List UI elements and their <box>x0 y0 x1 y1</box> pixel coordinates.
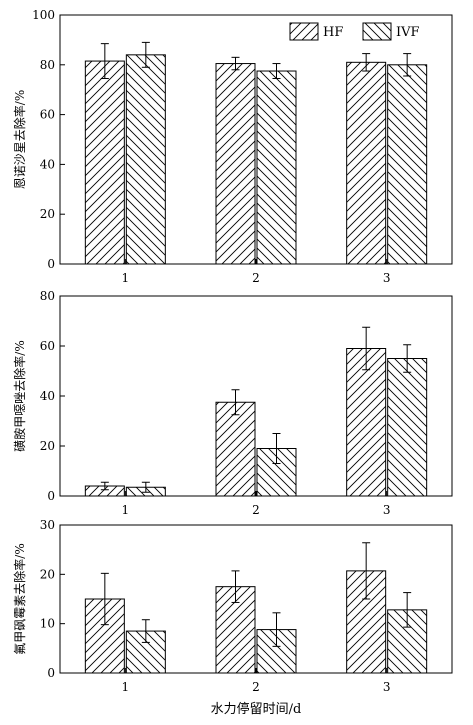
legend: HF IVF <box>289 22 420 41</box>
y-tick-label: 20 <box>40 207 55 221</box>
y-tick-label: 0 <box>47 257 55 271</box>
y-tick-label: 0 <box>47 666 55 680</box>
x-tick-label: 1 <box>122 271 130 285</box>
y-tick-label: 40 <box>40 389 55 403</box>
chart-panel-3: 0 10 20 30 1 2 3 氟甲砜霉素去除率/% 水力停留时间/d <box>12 518 453 717</box>
x-tick-label: 1 <box>122 503 130 517</box>
y-axis-label: 恩诺沙星去除率/% <box>12 90 27 189</box>
legend-entry: IVF <box>396 25 420 40</box>
x-tick-label: 3 <box>383 503 391 517</box>
y-axis-label: 氟甲砜霉素去除率/% <box>12 543 27 654</box>
legend-entry: HF <box>323 25 343 40</box>
y-tick-label: 30 <box>40 518 55 532</box>
legend-swatch <box>362 22 392 41</box>
y-tick-label: 100 <box>32 8 55 22</box>
bar-hf <box>215 63 256 265</box>
chart-panel-1: 0 20 40 60 80 100 1 2 3 恩诺沙星去除率/% HF IVF <box>12 8 453 285</box>
x-tick-label: 2 <box>252 503 260 517</box>
y-tick-label: 60 <box>40 108 55 122</box>
legend-swatch <box>289 22 319 41</box>
bar-hf <box>215 401 256 497</box>
y-tick-label: 20 <box>40 439 55 453</box>
x-tick-label: 2 <box>252 680 260 694</box>
y-tick-label: 20 <box>40 567 55 581</box>
chart-panel-2: 0 20 40 60 80 1 2 3 磺胺甲噁唑去除率/% <box>12 289 453 517</box>
bar-ivf <box>256 70 297 265</box>
bar-hf <box>84 60 125 265</box>
bar-ivf <box>125 54 166 265</box>
y-tick-label: 10 <box>40 617 55 631</box>
bar-ivf <box>387 358 428 497</box>
bar-hf <box>346 348 387 497</box>
bar-ivf <box>387 64 428 265</box>
y-tick-label: 40 <box>40 157 55 171</box>
x-tick-label: 1 <box>122 680 130 694</box>
y-tick-label: 80 <box>40 289 55 303</box>
x-axis-label: 水力停留时间/d <box>211 701 302 717</box>
x-tick-label: 3 <box>383 271 391 285</box>
y-tick-label: 60 <box>40 339 55 353</box>
y-tick-label: 80 <box>40 58 55 72</box>
y-tick-label: 0 <box>47 489 55 503</box>
x-tick-label: 2 <box>252 271 260 285</box>
x-tick-label: 3 <box>383 680 391 694</box>
bar-hf <box>346 61 387 265</box>
y-axis-label: 磺胺甲噁唑去除率/% <box>12 340 27 451</box>
